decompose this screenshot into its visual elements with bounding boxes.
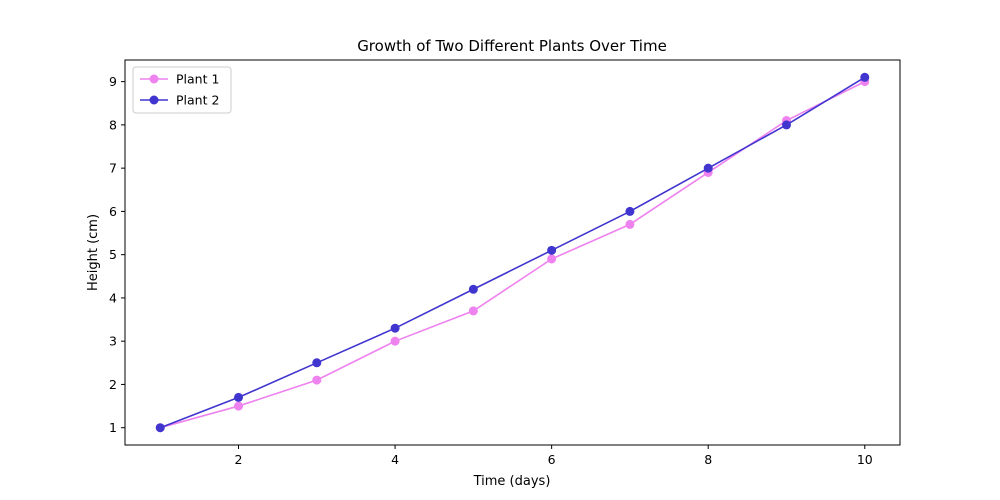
y-tick-label: 5 <box>109 247 117 262</box>
data-point-series-1 <box>312 375 322 385</box>
y-tick-label: 8 <box>109 117 117 132</box>
y-tick-label: 2 <box>109 377 117 392</box>
data-point-series-1 <box>468 306 478 316</box>
data-point-series-1 <box>547 254 557 264</box>
chart-title: Growth of Two Different Plants Over Time <box>357 37 667 55</box>
data-point-series-2 <box>468 284 478 294</box>
data-point-series-2 <box>312 358 322 368</box>
data-point-series-1 <box>625 219 635 229</box>
data-point-series-2 <box>860 72 870 82</box>
data-point-series-2 <box>155 423 165 433</box>
legend-label: Plant 2 <box>176 93 219 108</box>
y-tick-label: 4 <box>109 290 117 305</box>
data-point-series-2 <box>703 163 713 173</box>
y-tick-label: 9 <box>109 74 117 89</box>
y-tick-label: 1 <box>109 420 117 435</box>
series-line-2 <box>159 76 866 429</box>
x-tick-label: 10 <box>857 452 873 467</box>
legend-swatch-marker <box>149 74 159 84</box>
x-axis-label: Time (days) <box>473 474 551 489</box>
legend-label: Plant 1 <box>176 72 219 87</box>
plot-frame <box>124 59 901 446</box>
y-axis-label: Height (cm) <box>86 214 101 291</box>
y-tick-label: 3 <box>109 334 117 349</box>
data-point-series-1 <box>234 401 244 411</box>
data-point-series-1 <box>390 336 400 346</box>
data-point-series-2 <box>547 245 557 255</box>
y-tick-label: 7 <box>109 161 117 176</box>
data-point-series-2 <box>390 323 400 333</box>
x-tick-label: 6 <box>548 452 556 467</box>
data-point-series-2 <box>781 120 791 130</box>
x-tick-label: 4 <box>391 452 399 467</box>
x-tick-label: 8 <box>704 452 712 467</box>
data-point-series-2 <box>625 206 635 216</box>
legend-swatch-marker <box>149 95 159 105</box>
x-tick-label: 2 <box>235 452 243 467</box>
y-tick-label: 6 <box>109 204 117 219</box>
data-point-series-2 <box>234 392 244 402</box>
